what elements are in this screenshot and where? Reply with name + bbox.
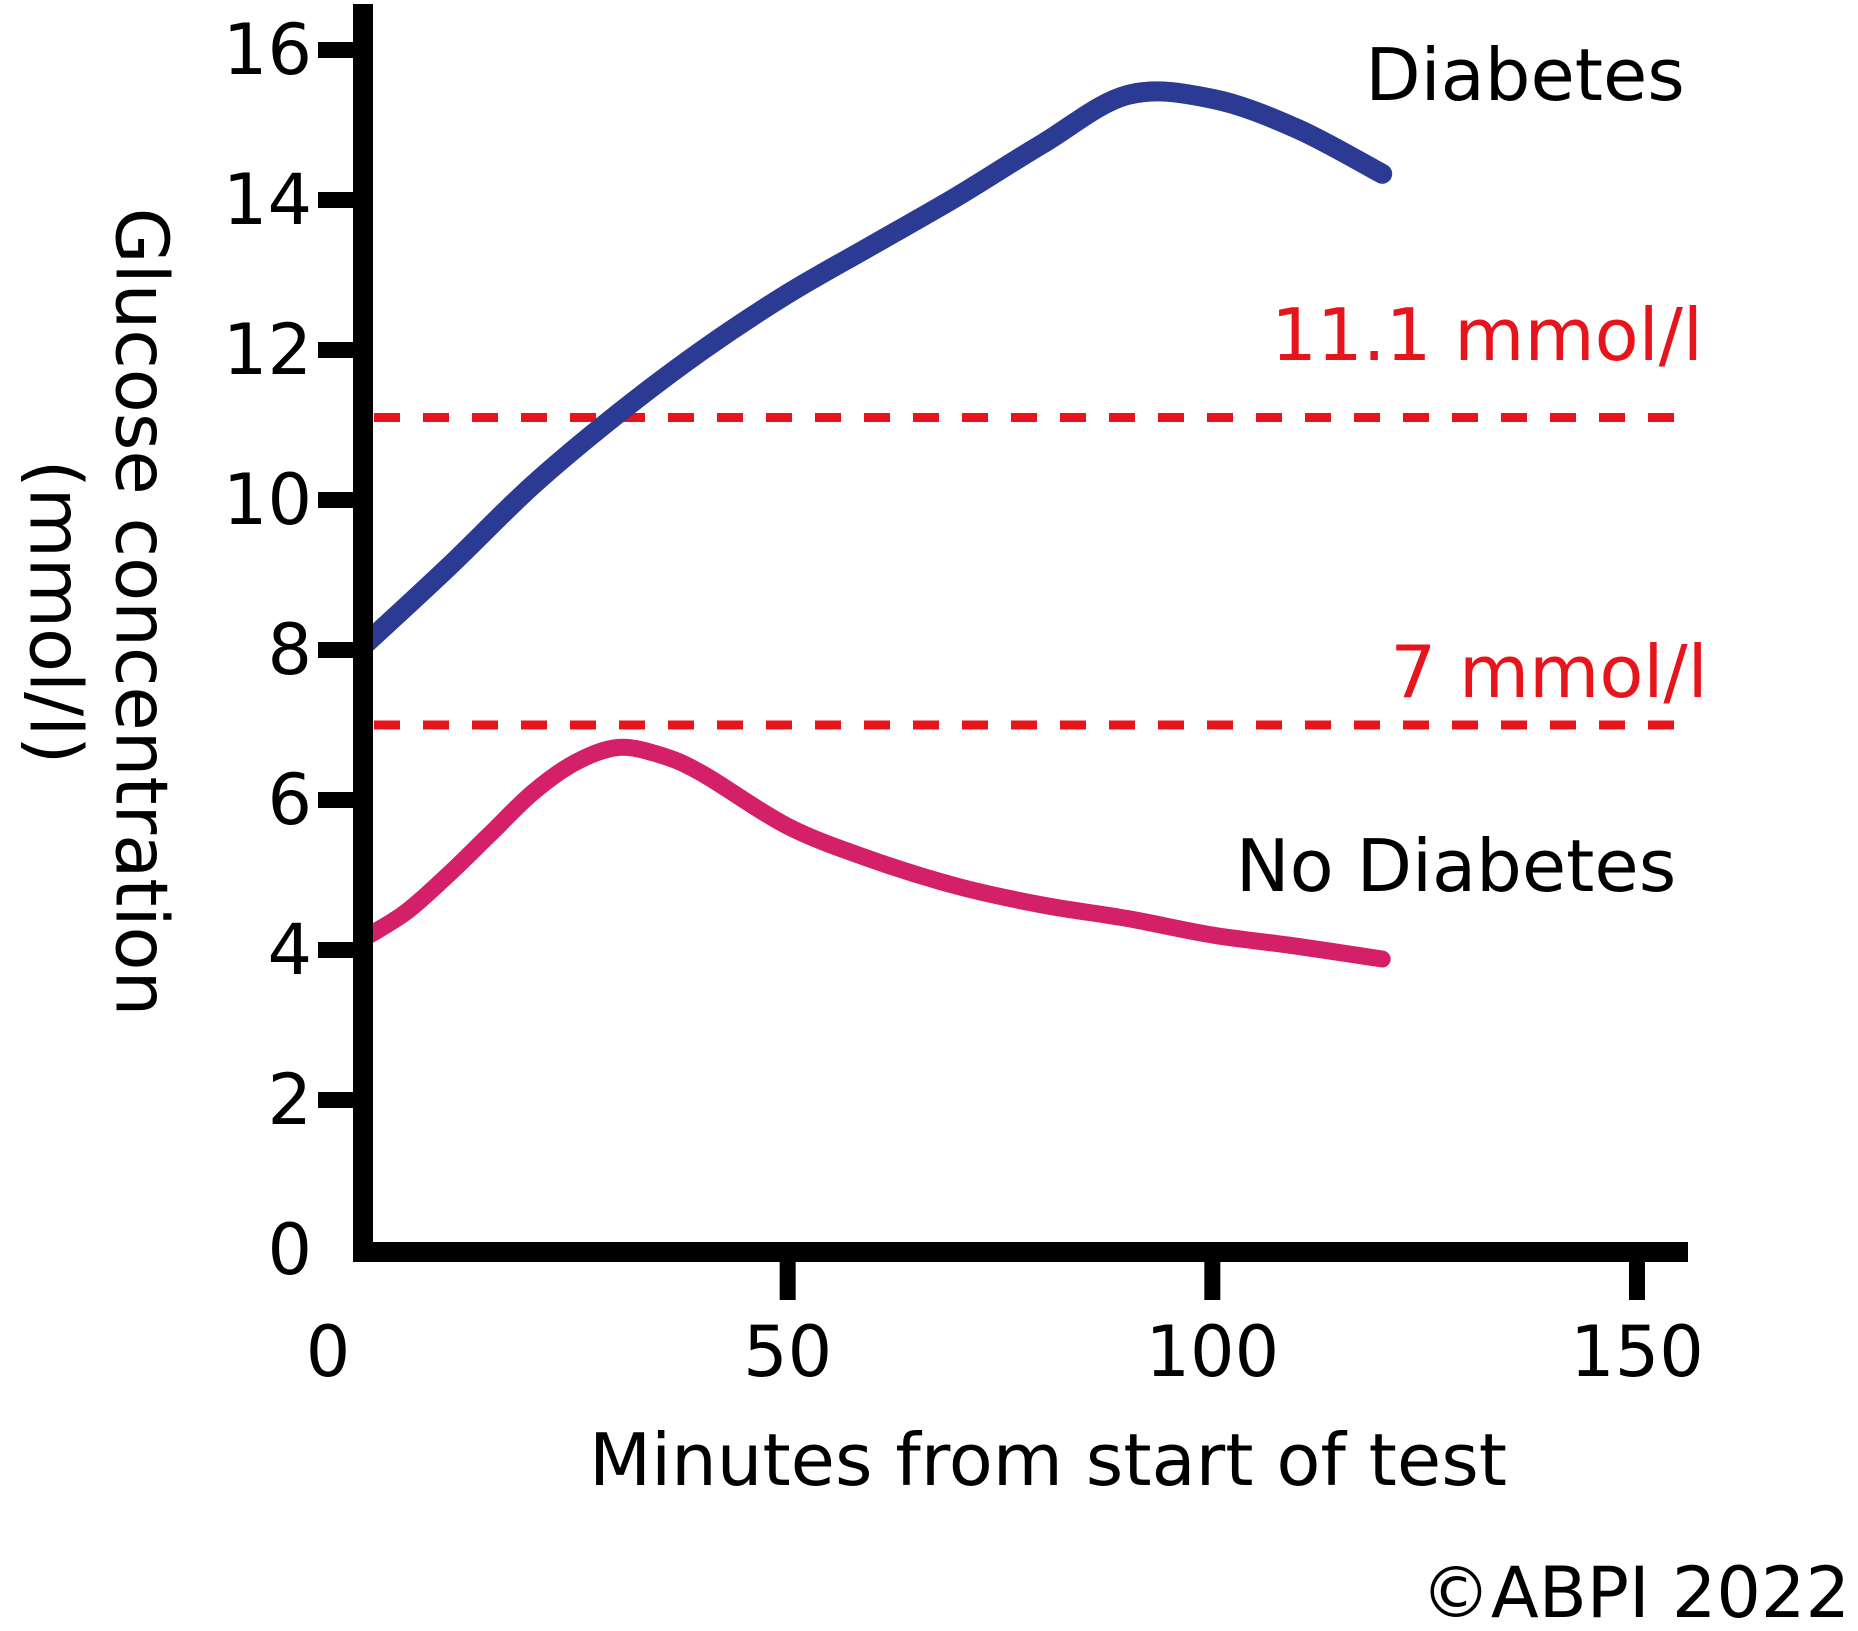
y-tick-6 bbox=[318, 792, 358, 808]
x-axis-title: Minutes from start of test bbox=[589, 1418, 1507, 1502]
y-tick-label-16: 16 bbox=[222, 9, 312, 91]
y-tick-10 bbox=[318, 492, 358, 508]
threshold-dashed-lines bbox=[374, 413, 1690, 730]
y-tick-label-0: 0 bbox=[267, 1209, 312, 1291]
y-tick-label-12: 12 bbox=[222, 309, 312, 391]
y-tick-8 bbox=[318, 642, 358, 658]
x-tick-label-50: 50 bbox=[743, 1311, 833, 1393]
no-diabetes-series-label: No Diabetes bbox=[1235, 824, 1677, 908]
x-tick-label-0: 0 bbox=[305, 1311, 351, 1393]
y-tick-label-6: 6 bbox=[267, 759, 312, 841]
x-tick-label-100: 100 bbox=[1145, 1311, 1280, 1393]
y-tick-label-10: 10 bbox=[222, 459, 312, 541]
threshold-7-label: 7 mmol/l bbox=[1390, 630, 1708, 714]
y-tick-16 bbox=[318, 42, 358, 58]
copyright-notice: ©ABPI 2022 bbox=[1420, 1552, 1850, 1631]
y-tick-label-4: 4 bbox=[267, 909, 312, 991]
x-axis-line bbox=[353, 1242, 1688, 1262]
x-tick-150 bbox=[1628, 1260, 1645, 1300]
x-tick-label-150: 150 bbox=[1570, 1311, 1704, 1393]
y-axis-title-line2: (mmol/l) bbox=[13, 459, 97, 765]
x-tick-100 bbox=[1204, 1260, 1221, 1300]
y-tick-2 bbox=[318, 1092, 358, 1108]
y-tick-label-14: 14 bbox=[222, 159, 312, 241]
y-tick-label-8: 8 bbox=[267, 609, 312, 691]
data-curves bbox=[353, 81, 1393, 968]
y-tick-12 bbox=[318, 342, 358, 358]
y-tick-4 bbox=[318, 942, 358, 958]
curve-no-diabetes bbox=[354, 738, 1391, 968]
diabetes-series-label: Diabetes bbox=[1365, 33, 1685, 117]
y-tick-label-2: 2 bbox=[267, 1059, 312, 1141]
threshold-11-1-label: 11.1 mmol/l bbox=[1271, 293, 1703, 377]
y-tick-14 bbox=[318, 192, 358, 208]
axes bbox=[318, 4, 1688, 1300]
curve-diabetes bbox=[353, 81, 1393, 657]
x-tick-50 bbox=[779, 1260, 796, 1300]
